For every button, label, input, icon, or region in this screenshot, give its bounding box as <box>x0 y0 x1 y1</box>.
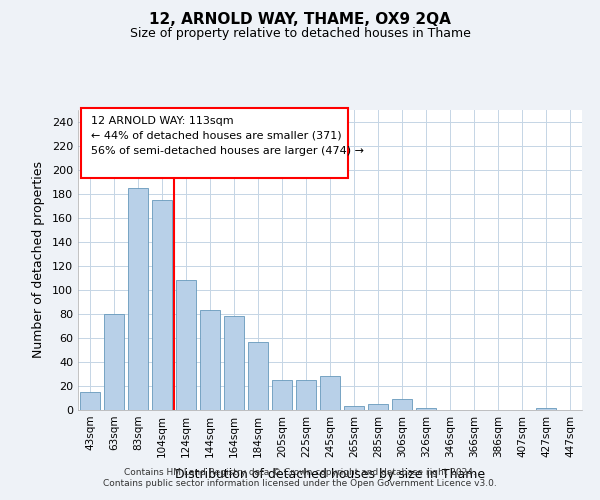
Bar <box>128 188 148 410</box>
Bar <box>200 310 220 410</box>
Bar <box>104 314 124 410</box>
Bar <box>224 316 244 410</box>
Text: 12, ARNOLD WAY, THAME, OX9 2QA: 12, ARNOLD WAY, THAME, OX9 2QA <box>149 12 451 28</box>
Y-axis label: Number of detached properties: Number of detached properties <box>32 162 45 358</box>
Bar <box>80 392 100 410</box>
Text: Size of property relative to detached houses in Thame: Size of property relative to detached ho… <box>130 28 470 40</box>
X-axis label: Distribution of detached houses by size in Thame: Distribution of detached houses by size … <box>175 468 485 481</box>
Bar <box>272 380 292 410</box>
Bar <box>296 380 316 410</box>
Bar <box>152 200 172 410</box>
Bar <box>392 399 412 410</box>
Bar <box>344 406 364 410</box>
Bar <box>368 404 388 410</box>
Text: Contains HM Land Registry data © Crown copyright and database right 2024.
Contai: Contains HM Land Registry data © Crown c… <box>103 468 497 487</box>
FancyBboxPatch shape <box>80 108 347 178</box>
Bar <box>416 408 436 410</box>
Bar <box>248 342 268 410</box>
Bar <box>176 280 196 410</box>
Bar <box>320 376 340 410</box>
Bar <box>536 408 556 410</box>
Text: 12 ARNOLD WAY: 113sqm
← 44% of detached houses are smaller (371)
56% of semi-det: 12 ARNOLD WAY: 113sqm ← 44% of detached … <box>91 116 364 156</box>
